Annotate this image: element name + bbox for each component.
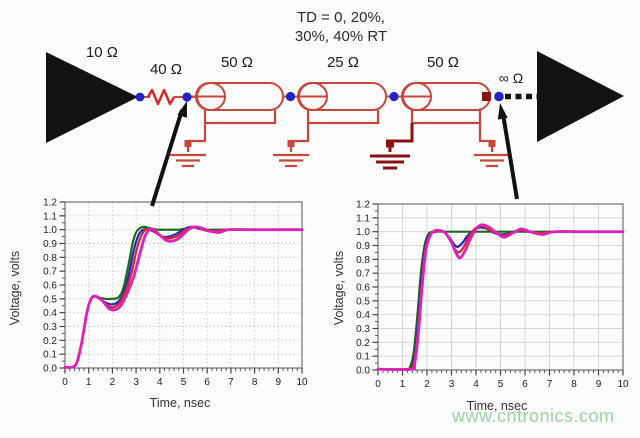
x-tick-label: 7 (228, 377, 234, 388)
y-tick-label: 0.2 (43, 336, 57, 347)
x-tick-label: 7 (547, 379, 553, 390)
y-tick-label: 0.6 (356, 283, 370, 294)
y-tick-label: 0.9 (43, 239, 57, 250)
probe-arrow-right (497, 103, 519, 200)
x-tick-label: 0 (62, 377, 68, 388)
x-tick-label: 3 (449, 379, 455, 390)
receiver-triangle (537, 51, 624, 142)
y-tick-label: 0.5 (356, 296, 370, 307)
x-tick-label: 10 (296, 377, 308, 388)
x-tick-label: 2 (424, 379, 430, 390)
left-chart: 0 1 2 3 4 5 6 7 8 9 10 0.0 0.1 0.2 0.3 0.4 0.5 0.6 0.7 0.8 0… (43, 198, 308, 389)
label-tline1: 50 Ω (220, 54, 254, 71)
x-tick-label: 6 (204, 377, 210, 388)
driver-triangle (46, 52, 138, 143)
x-tick-label: 10 (617, 379, 629, 390)
y-tick-label: 0.1 (356, 352, 370, 363)
x-tick-label: 1 (86, 377, 92, 388)
td-note-line2: 30%, 40% RT (294, 28, 388, 45)
y-tick-label: 0.4 (43, 308, 57, 319)
label-driver-impedance: 10 Ω (85, 44, 119, 61)
tline3-cylinder (396, 82, 491, 111)
right-chart-xlabel: Time, nsec (466, 399, 528, 413)
y-tick-label: 0.5 (43, 294, 57, 305)
x-tick-label: 1 (400, 379, 406, 390)
label-series-resistor: 40 Ω (149, 61, 183, 78)
td-note: TD = 0, 20%, 30%, 40% RT (241, 8, 441, 46)
resistor-icon (146, 88, 176, 106)
x-tick-label: 8 (252, 377, 258, 388)
x-tick-label: 4 (157, 377, 163, 388)
y-tick-label: 0.9 (356, 241, 370, 252)
x-tick-label: 9 (596, 379, 602, 390)
label-tline2: 25 Ω (326, 54, 360, 71)
x-tick-label: 5 (181, 377, 187, 388)
tline2-cylinder (292, 82, 387, 111)
x-tick-label: 6 (522, 379, 528, 390)
x-tick-label: 0 (375, 379, 381, 390)
ground4 (474, 123, 510, 168)
tline1-cylinder (190, 82, 284, 111)
y-tick-label: 0.0 (43, 364, 57, 375)
ground2 (273, 110, 380, 168)
y-tick-label: 0.8 (356, 255, 370, 266)
y-tick-label: 0.6 (43, 281, 57, 292)
x-tick-label: 5 (498, 379, 504, 390)
load-square (482, 92, 491, 101)
series-3-curve (376, 223, 625, 372)
x-tick-label: 9 (276, 377, 282, 388)
circuit-nodes (135, 91, 504, 102)
x-tick-label: 8 (571, 379, 577, 390)
ground3 (370, 110, 482, 170)
y-tick-label: 0.1 (43, 350, 57, 361)
y-tick-label: 0.7 (356, 269, 370, 280)
y-tick-label: 0.8 (43, 253, 57, 264)
y-tick-label: 0.4 (356, 310, 370, 321)
y-tick-label: 0.3 (356, 324, 370, 335)
label-tline3: 50 Ω (426, 54, 460, 71)
x-tick-label: 4 (473, 379, 479, 390)
label-load-impedance: ∞ Ω (498, 70, 524, 86)
y-tick-label: 0.3 (43, 322, 57, 333)
td-note-line1: TD = 0, 20%, (297, 9, 385, 26)
y-tick-label: 1.2 (43, 198, 57, 209)
watermark: www.cntronics.com (452, 406, 615, 426)
left-chart-xlabel: Time, nsec (149, 396, 211, 410)
y-tick-label: 0.2 (356, 338, 370, 349)
y-tick-label: 1.1 (43, 211, 57, 222)
y-tick-label: 0.7 (43, 267, 57, 278)
right-chart: 0 1 2 3 4 5 6 7 8 9 10 0.0 0.1 0.2 0.3 0.4 0.5 0.6 0.7 0.8 0… (356, 200, 629, 391)
series-3-curve (63, 225, 304, 369)
y-tick-label: 1.1 (356, 213, 370, 224)
x-tick-label: 3 (133, 377, 139, 388)
y-tick-label: 1.0 (356, 227, 370, 238)
y-tick-label: 1.2 (356, 200, 370, 211)
ground1 (170, 110, 277, 168)
y-tick-label: 1.0 (43, 225, 57, 236)
probe-arrow-left (150, 101, 187, 207)
y-tick-label: 0.0 (356, 366, 370, 377)
x-tick-label: 2 (110, 377, 116, 388)
